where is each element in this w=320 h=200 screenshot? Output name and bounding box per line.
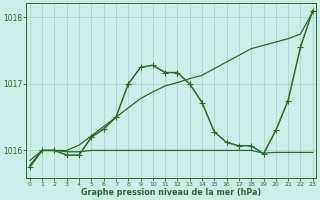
X-axis label: Graphe pression niveau de la mer (hPa): Graphe pression niveau de la mer (hPa) xyxy=(81,188,261,197)
